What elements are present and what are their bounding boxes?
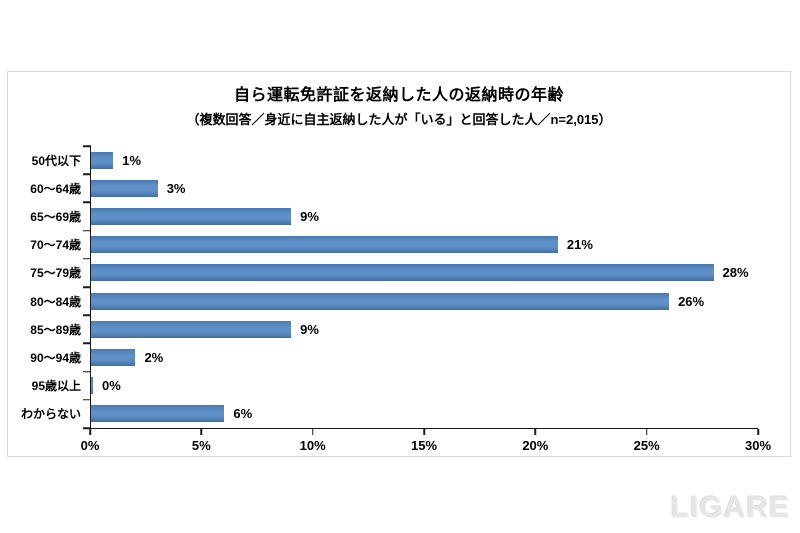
- x-axis-tick-label: 10%: [299, 438, 326, 453]
- bar: [91, 179, 158, 197]
- bar-row: 70～74歳 21%: [30, 231, 758, 259]
- x-axis-tick: [89, 429, 91, 435]
- bar: [91, 349, 136, 367]
- category-label: 60～64歳: [30, 181, 81, 196]
- bar: [91, 236, 558, 254]
- y-axis-tick: [83, 145, 91, 147]
- y-axis-tick: [83, 314, 91, 316]
- plot-area: 50代以下 1% 60～64歳 3% 65～69歳 9% 70～74歳 21% 75～79歳 28…: [21, 145, 758, 429]
- x-axis-tick-label: 30%: [744, 438, 772, 453]
- bar-row: 65～69歳 9%: [30, 202, 758, 230]
- x-axis-tick-label: 15%: [410, 438, 438, 453]
- x-axis-tick: [645, 429, 648, 435]
- category-label: 90～94歳: [30, 351, 81, 366]
- y-axis-tick: [83, 427, 91, 429]
- y-axis-tick: [83, 229, 91, 232]
- bar-row: 95歳以上 0%: [32, 372, 758, 400]
- y-axis-tick: [83, 370, 91, 373]
- watermark-logo: LIGARE: [670, 491, 790, 524]
- bar: [91, 377, 93, 395]
- bar: [91, 208, 292, 225]
- category-label: 85～89歳: [30, 322, 81, 337]
- x-axis-tick-label: 25%: [633, 438, 660, 453]
- y-axis-tick: [83, 258, 91, 260]
- chart-subtitle: （複数回答／身近に自主返納した人が「いる」と回答した人／n=2,015）: [186, 112, 612, 127]
- x-axis-tick-label: 20%: [522, 438, 549, 453]
- bar: [91, 292, 670, 310]
- y-axis-tick: [83, 342, 91, 345]
- x-axis-tick: [423, 429, 425, 435]
- bar-row: 60～64歳 3%: [30, 174, 758, 202]
- x-axis: 0% 5% 10% 15% 20% 25% 30%: [81, 429, 771, 459]
- bar-row: 85～89歳 9%: [30, 315, 758, 343]
- value-label: 9%: [300, 321, 319, 337]
- category-label: 95歳以上: [31, 379, 81, 394]
- category-label: 50代以下: [31, 153, 81, 168]
- bar-row: わからない 6%: [21, 400, 758, 428]
- value-label: 2%: [144, 350, 164, 366]
- x-axis-tick: [311, 429, 314, 435]
- value-label: 9%: [300, 209, 319, 224]
- bar-row: 90～94歳 2%: [30, 343, 758, 371]
- bar: [91, 405, 225, 423]
- value-label: 1%: [122, 152, 142, 168]
- category-label: 75～79歳: [30, 266, 81, 281]
- value-label: 3%: [166, 180, 186, 196]
- chart-container: 自ら運転免許証を返納した人の返納時の年齢 （複数回答／身近に自主返納した人が「い…: [7, 71, 791, 457]
- category-label: 70～74歳: [30, 238, 81, 253]
- x-axis-tick-label: 0%: [80, 438, 100, 453]
- value-label: 28%: [722, 265, 749, 281]
- x-axis-tick: [757, 429, 759, 435]
- y-axis-tick: [83, 201, 91, 204]
- bar-row: 75～79歳 28%: [30, 259, 758, 287]
- bar-row: 80～84歳 26%: [30, 287, 758, 315]
- value-label: 21%: [566, 237, 593, 253]
- chart-title: 自ら運転免許証を返納した人の返納時の年齢: [233, 87, 564, 104]
- x-axis-tick-label: 5%: [191, 438, 211, 453]
- y-axis-tick: [83, 286, 91, 288]
- value-label: 0%: [102, 378, 121, 394]
- bar: [91, 320, 292, 338]
- category-label: 65～69歳: [30, 210, 81, 224]
- bar: [91, 151, 114, 169]
- value-label: 26%: [678, 293, 705, 309]
- category-label: わからない: [20, 407, 81, 422]
- value-label: 6%: [233, 406, 253, 422]
- y-axis-tick: [83, 173, 91, 175]
- x-axis-tick: [200, 429, 203, 435]
- bar-row: 50代以下 1%: [32, 146, 758, 174]
- category-label: 80～84歳: [30, 294, 81, 309]
- x-axis-tick: [534, 429, 537, 435]
- y-axis-tick: [83, 399, 91, 401]
- bar: [91, 264, 714, 282]
